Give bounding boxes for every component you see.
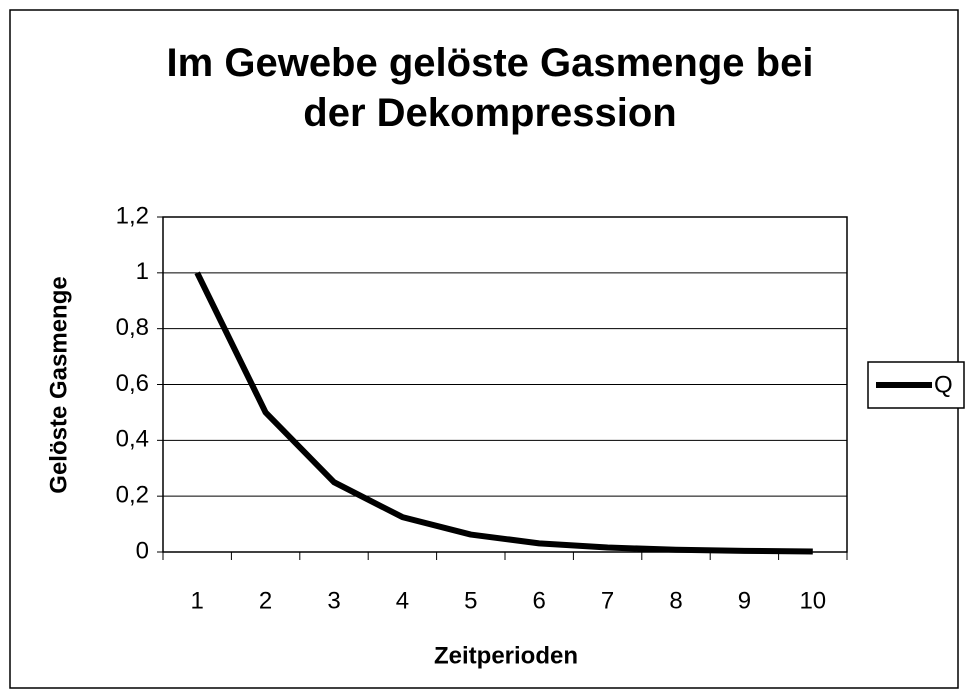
y-tick-label: 1,2 (116, 202, 149, 229)
y-tick-label: 0,2 (116, 482, 149, 509)
legend-label: Q (934, 371, 953, 398)
x-tick-label: 7 (601, 587, 614, 614)
line-series (194, 271, 813, 555)
y-tick-label: 0,8 (116, 314, 149, 341)
y-tick-label: 1 (136, 258, 149, 285)
x-tick-label: 3 (327, 587, 340, 614)
x-tick-label: 10 (799, 587, 826, 614)
x-tick-label: 1 (191, 587, 204, 614)
x-tick-label: 8 (669, 587, 682, 614)
y-axis-label: Gelöste Gasmenge (45, 276, 72, 493)
x-tick-label: 9 (738, 587, 751, 614)
x-tick-label: 4 (396, 587, 409, 614)
y-tick-label: 0 (136, 537, 149, 564)
x-tick-label: 2 (259, 587, 272, 614)
x-tick-label: 5 (464, 587, 477, 614)
x-tick-label: 6 (533, 587, 546, 614)
chart-title: Im Gewebe gelöste Gasmenge bei der Dekom… (166, 41, 814, 135)
y-tick-label: 0,4 (116, 426, 149, 453)
x-axis-label: Zeitperioden (434, 642, 578, 669)
y-tick-label: 0,6 (116, 370, 149, 397)
